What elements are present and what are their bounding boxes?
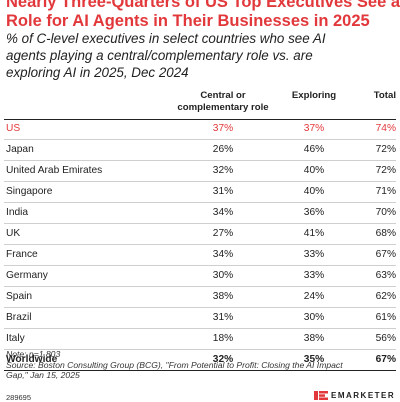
central-value-cell: 37%: [212, 123, 234, 134]
chart-id: 289695: [6, 393, 32, 402]
exploring-value-cell: 40%: [303, 165, 325, 176]
central-value-cell: 18%: [212, 333, 234, 344]
column-header-central: Central or complementary role: [170, 90, 276, 114]
central-value-cell: 32%: [212, 354, 234, 365]
central-value-cell: 26%: [212, 144, 234, 155]
brand-name: EMARKETER: [331, 391, 396, 400]
em-logo-icon: [314, 391, 328, 400]
central-value-cell: 34%: [212, 207, 234, 218]
table-row: Brazil 31% 30% 61%: [4, 308, 396, 329]
exploring-value-cell: 41%: [303, 228, 325, 239]
exploring-value-cell: 40%: [303, 186, 325, 197]
exploring-value-cell: 38%: [303, 333, 325, 344]
brand-logo: EMARKETER: [314, 391, 395, 400]
country-cell: US: [6, 123, 21, 134]
exploring-value-cell: 37%: [303, 123, 325, 134]
exploring-value-cell: 30%: [303, 312, 325, 323]
total-value-cell: 67%: [375, 354, 396, 365]
source-text-line-1: Source: Boston Consulting Group (BCG), "…: [6, 359, 343, 370]
country-cell: Germany: [6, 270, 48, 281]
column-header-central-line-2: complementary role: [177, 102, 269, 113]
country-cell: Singapore: [6, 186, 53, 197]
column-header-exploring: Exploring: [291, 90, 337, 101]
column-header-total: Total: [373, 90, 396, 101]
chart-subtitle-line-2: agents playing a central/complementary r…: [6, 48, 313, 63]
column-header-central-line-1: Central or: [200, 90, 246, 101]
table-header: Central or complementary role Exploring …: [4, 85, 396, 120]
table-row: India 34% 36% 70%: [4, 203, 396, 224]
total-value-cell: 68%: [375, 228, 396, 239]
note-text: Note: n=1,803: [6, 349, 61, 359]
central-value-cell: 30%: [212, 270, 234, 281]
total-value-cell: 71%: [375, 186, 396, 197]
country-cell: Spain: [6, 291, 33, 302]
table-row: Spain 38% 24% 62%: [4, 287, 396, 308]
table-row: UK 27% 41% 68%: [4, 224, 396, 245]
table-row: US 37% 37% 74%: [4, 119, 396, 140]
chart-notes: Note: n=1,803 Source: Boston Consulting …: [6, 349, 398, 381]
table-row: Japan 26% 46% 72%: [4, 140, 396, 161]
chart-title-line-2: Role for AI Agents in Their Businesses i…: [6, 11, 370, 30]
country-cell: UK: [6, 228, 21, 239]
country-cell: Italy: [6, 333, 25, 344]
country-cell: France: [6, 249, 38, 260]
table-body: US 37% 37% 74% Japan 26% 46% 72% United Arab Emi…: [4, 119, 396, 371]
table-row: France 34% 33% 67%: [4, 245, 396, 266]
central-value-cell: 31%: [212, 186, 234, 197]
central-value-cell: 31%: [212, 312, 234, 323]
table-row: Singapore 31% 40% 71%: [4, 182, 396, 203]
total-value-cell: 63%: [375, 270, 396, 281]
total-value-cell: 72%: [375, 144, 396, 155]
chart-subtitle-line-1: % of C-level executives in select countr…: [6, 31, 326, 46]
total-value-cell: 72%: [375, 165, 396, 176]
table-row: Germany 30% 33% 63%: [4, 266, 396, 287]
exploring-value-cell: 24%: [303, 291, 325, 302]
chart-subtitle-line-3: exploring AI in 2025, Dec 2024: [6, 65, 189, 80]
chart-title: Nearly Three-Quarters of US Top Executiv…: [6, 0, 400, 30]
total-value-cell: 61%: [375, 312, 396, 323]
total-value-cell: 74%: [375, 123, 396, 134]
table-row: Italy 18% 38% 56%: [4, 329, 396, 350]
total-value-cell: 62%: [375, 291, 396, 302]
exploring-value-cell: 33%: [303, 270, 325, 281]
chart-title-line-1: Nearly Three-Quarters of US Top Executiv…: [6, 0, 400, 11]
source-text-line-2: Gap," Jan 15, 2025: [6, 370, 80, 380]
total-value-cell: 56%: [375, 333, 396, 344]
country-cell: United Arab Emirates: [6, 165, 103, 176]
chart-subtitle: % of C-level executives in select countr…: [6, 30, 398, 81]
central-value-cell: 38%: [212, 291, 234, 302]
country-cell: Japan: [6, 144, 34, 155]
central-value-cell: 27%: [212, 228, 234, 239]
table-row: Worldwide 32% 35% 67%: [4, 350, 396, 371]
exploring-value-cell: 36%: [303, 207, 325, 218]
exploring-value-cell: 33%: [303, 249, 325, 260]
country-cell: Brazil: [6, 312, 32, 323]
central-value-cell: 34%: [212, 249, 234, 260]
country-cell: India: [6, 207, 29, 218]
total-value-cell: 70%: [375, 207, 396, 218]
table-row: United Arab Emirates 32% 40% 72%: [4, 161, 396, 182]
total-value-cell: 67%: [375, 249, 396, 260]
central-value-cell: 32%: [212, 165, 234, 176]
exploring-value-cell: 35%: [303, 354, 325, 365]
country-cell: Worldwide: [6, 354, 58, 365]
exploring-value-cell: 46%: [303, 144, 325, 155]
